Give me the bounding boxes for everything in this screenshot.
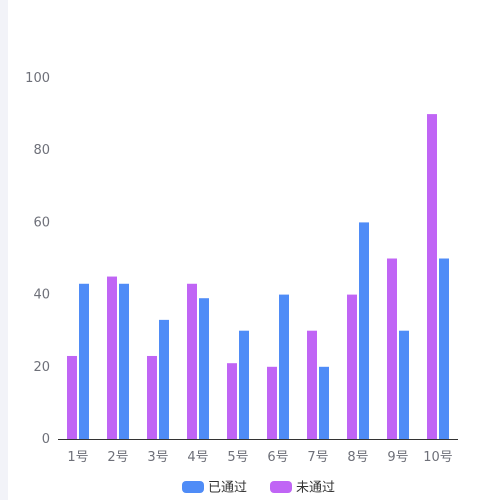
x-tick-label: 8号	[347, 450, 368, 465]
x-tick-label: 7号	[307, 450, 328, 465]
y-tick-label: 60	[33, 215, 50, 230]
y-tick-label: 80	[33, 143, 50, 158]
bar-passed-1[interactable]	[79, 283, 89, 439]
bar-failed-1[interactable]	[67, 355, 77, 439]
bar-passed-3[interactable]	[159, 319, 169, 439]
bar-passed-5[interactable]	[239, 330, 249, 439]
bar-passed-2[interactable]	[119, 283, 129, 439]
bar-failed-10[interactable]	[427, 114, 437, 439]
legend-label-passed[interactable]: 已通过	[208, 481, 247, 496]
bar-passed-4[interactable]	[199, 298, 209, 439]
x-tick-label: 1号	[67, 450, 88, 465]
y-tick-label: 0	[42, 432, 50, 447]
y-tick-label: 40	[33, 288, 50, 303]
y-axis-ticks: 0 20 40 60 80 100	[25, 71, 50, 447]
bar-failed-5[interactable]	[227, 363, 237, 439]
y-tick-label: 100	[25, 71, 50, 86]
legend-swatch-failed[interactable]	[270, 481, 292, 493]
bar-failed-3[interactable]	[147, 355, 157, 439]
bar-failed-4[interactable]	[187, 283, 197, 439]
y-tick-label: 20	[33, 360, 50, 375]
bar-passed-7[interactable]	[319, 366, 329, 439]
bar-passed-8[interactable]	[359, 222, 369, 439]
x-tick-label: 5号	[227, 450, 248, 465]
x-tick-label: 2号	[107, 450, 128, 465]
left-panel-edge	[0, 0, 8, 500]
bar-failed-6[interactable]	[267, 366, 277, 439]
x-tick-label: 3号	[147, 450, 168, 465]
x-axis-ticks: 1号 2号 3号 4号 5号 6号 7号 8号 9号 10号	[67, 450, 452, 465]
legend-label-failed[interactable]: 未通过	[296, 481, 335, 496]
bar-passed-6[interactable]	[279, 294, 289, 439]
legend[interactable]: 已通过 未通过	[182, 481, 335, 496]
x-tick-label: 6号	[267, 450, 288, 465]
bar-passed-10[interactable]	[439, 258, 449, 440]
x-tick-label: 9号	[387, 450, 408, 465]
bar-group	[67, 114, 449, 439]
legend-swatch-passed[interactable]	[182, 481, 204, 493]
bar-failed-9[interactable]	[387, 258, 397, 440]
bar-failed-7[interactable]	[307, 330, 317, 439]
bar-failed-8[interactable]	[347, 294, 357, 439]
bar-failed-2[interactable]	[107, 276, 117, 439]
bar-passed-9[interactable]	[399, 330, 409, 439]
x-tick-label: 4号	[187, 450, 208, 465]
x-tick-label: 10号	[423, 450, 453, 465]
